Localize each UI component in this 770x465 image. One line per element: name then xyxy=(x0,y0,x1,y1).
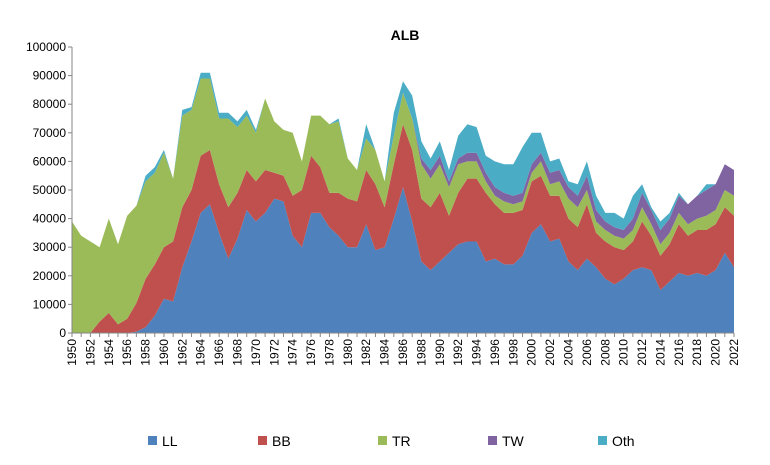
legend-label-tw: TW xyxy=(502,433,525,449)
x-tick-label: 1996 xyxy=(488,339,502,366)
x-tick-label: 2006 xyxy=(580,339,594,366)
x-tick-label: 1958 xyxy=(139,339,153,366)
x-tick-label: 2002 xyxy=(543,339,557,366)
legend-swatch-tw xyxy=(488,436,497,445)
legend-label-bb: BB xyxy=(272,433,291,449)
x-tick-label: 2008 xyxy=(598,339,612,366)
x-tick-label: 1988 xyxy=(414,339,428,366)
x-tick-label: 1992 xyxy=(451,339,465,366)
x-tick-label: 1982 xyxy=(359,339,373,366)
legend-swatch-oth xyxy=(598,436,607,445)
x-tick-label: 2004 xyxy=(562,339,576,366)
legend-label-oth: Oth xyxy=(612,433,635,449)
legend-label-tr: TR xyxy=(392,433,411,449)
x-tick-label: 1964 xyxy=(194,339,208,366)
x-tick-label: 2014 xyxy=(653,339,667,366)
x-tick-label: 2018 xyxy=(690,339,704,366)
y-tick-label: 10000 xyxy=(33,297,67,311)
y-tick-label: 100000 xyxy=(26,40,66,54)
y-tick-label: 0 xyxy=(59,326,66,340)
x-tick-label: 2022 xyxy=(727,339,741,366)
y-tick-label: 50000 xyxy=(33,183,67,197)
y-tick-label: 20000 xyxy=(33,269,67,283)
x-tick-label: 1976 xyxy=(304,339,318,366)
x-tick-label: 1966 xyxy=(212,339,226,366)
chart-areas xyxy=(72,72,734,333)
y-tick-label: 80000 xyxy=(33,97,67,111)
x-axis-tick-labels: 1950 1952 1954 1956 1958 1960 1962 1964 1966 1968… xyxy=(65,339,741,366)
area-series-tr xyxy=(72,78,734,333)
x-tick-label: 1952 xyxy=(83,339,97,366)
x-tick-label: 1954 xyxy=(102,339,116,366)
legend-label-ll: LL xyxy=(162,433,178,449)
x-tick-label: 1974 xyxy=(286,339,300,366)
x-tick-label: 1956 xyxy=(120,339,134,366)
x-tick-label: 2020 xyxy=(709,339,723,366)
y-axis-tick-labels: 0 10000 20000 30000 40000 50000 60000 70000 8000… xyxy=(26,40,66,340)
x-tick-label: 1960 xyxy=(157,339,171,366)
x-tick-label: 1986 xyxy=(396,339,410,366)
x-tick-label: 1984 xyxy=(378,339,392,366)
x-tick-label: 2016 xyxy=(672,339,686,366)
x-tick-label: 2010 xyxy=(617,339,631,366)
x-tick-label: 1968 xyxy=(231,339,245,366)
area-series-ll xyxy=(72,187,734,333)
chart-title: ALB xyxy=(391,27,420,43)
x-tick-label: 1994 xyxy=(470,339,484,366)
x-tick-label: 1990 xyxy=(433,339,447,366)
legend: LL BB TR TW Oth xyxy=(148,433,635,449)
x-tick-label: 1970 xyxy=(249,339,263,366)
area-series-bb xyxy=(72,124,734,333)
y-tick-label: 70000 xyxy=(33,126,67,140)
y-tick-label: 90000 xyxy=(33,69,67,83)
x-tick-label: 1962 xyxy=(175,339,189,366)
area-series-tw xyxy=(72,78,734,248)
x-tick-label: 1980 xyxy=(341,339,355,366)
y-tick-label: 40000 xyxy=(33,212,67,226)
x-tick-label: 1950 xyxy=(65,339,79,366)
y-tick-label: 60000 xyxy=(33,154,67,168)
legend-swatch-bb xyxy=(258,436,267,445)
chart-axes xyxy=(68,46,735,337)
legend-swatch-tr xyxy=(378,436,387,445)
x-tick-label: 2000 xyxy=(525,339,539,366)
x-tick-label: 1998 xyxy=(506,339,520,366)
legend-swatch-ll xyxy=(148,436,157,445)
x-tick-label: 1972 xyxy=(267,339,281,366)
y-tick-label: 30000 xyxy=(33,240,67,254)
x-tick-label: 1978 xyxy=(322,339,336,366)
x-tick-label: 2012 xyxy=(635,339,649,366)
